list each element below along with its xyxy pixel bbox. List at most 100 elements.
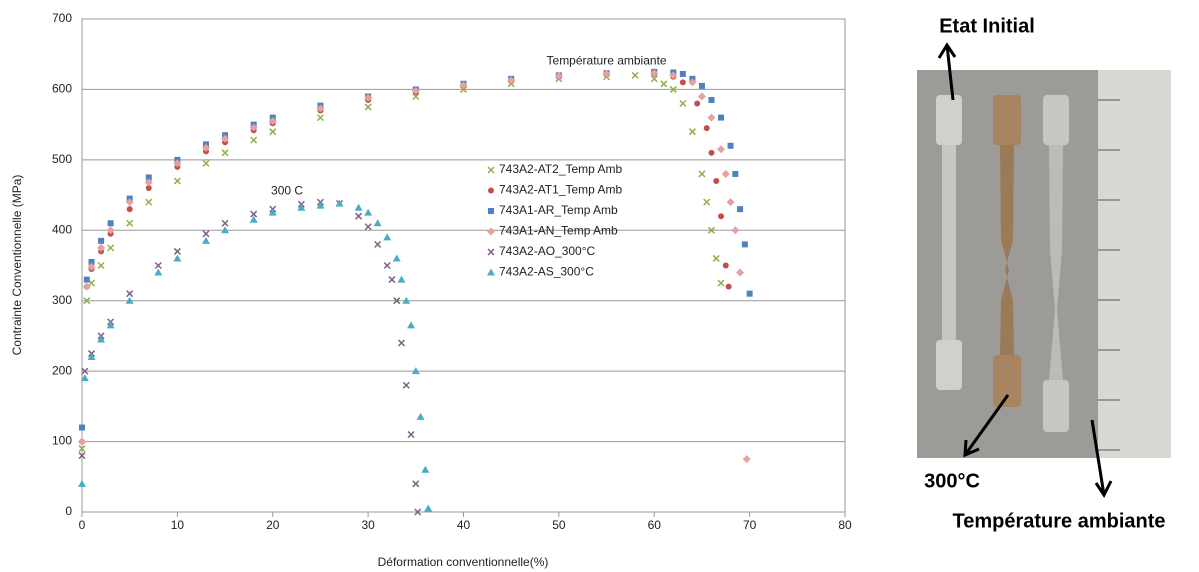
photo-label: Etat Initial <box>939 15 1035 37</box>
legend-label: 743A2-AS_300°C <box>499 265 594 279</box>
point <box>297 203 306 211</box>
point <box>631 71 639 79</box>
point <box>397 275 406 283</box>
point <box>316 114 324 122</box>
point <box>718 213 725 220</box>
point <box>98 237 105 244</box>
point <box>125 198 134 207</box>
y-tick-label: 200 <box>52 363 72 377</box>
legend-marker <box>487 268 495 276</box>
point <box>679 99 687 108</box>
point <box>707 113 716 122</box>
point <box>721 169 730 178</box>
x-tick-label: 10 <box>171 518 185 532</box>
point <box>393 297 401 305</box>
point <box>688 128 696 136</box>
point <box>221 226 230 234</box>
point <box>201 236 210 244</box>
point <box>106 321 115 329</box>
point <box>736 268 745 277</box>
point <box>707 226 716 234</box>
point <box>402 296 411 304</box>
y-axis-label: Contrainte Conventionnelle (MPa) <box>10 175 24 356</box>
point <box>154 268 163 276</box>
point <box>392 254 401 262</box>
point <box>78 437 86 446</box>
point <box>145 174 152 181</box>
legend-label: 743A2-AO_300°C <box>499 244 596 258</box>
point <box>411 86 420 95</box>
point <box>354 203 363 211</box>
point <box>741 241 748 248</box>
legend-marker <box>487 248 495 256</box>
point <box>407 430 415 439</box>
annotation: 300 C <box>271 184 303 198</box>
y-tick-label: 400 <box>52 222 72 236</box>
point <box>708 149 715 156</box>
point <box>107 244 115 252</box>
point <box>397 339 406 347</box>
y-tick-label: 0 <box>65 504 72 518</box>
y-tick-label: 600 <box>52 82 72 96</box>
y-tick-label: 300 <box>52 293 72 307</box>
point <box>708 96 715 103</box>
point <box>364 93 373 102</box>
point <box>97 261 105 270</box>
ruler-ticks <box>1098 99 1120 451</box>
point <box>717 279 725 287</box>
point <box>173 177 181 185</box>
point <box>688 78 697 87</box>
point <box>746 290 753 297</box>
point <box>87 262 96 271</box>
x-tick-label: 60 <box>648 518 662 532</box>
point <box>249 123 258 132</box>
point <box>373 219 382 227</box>
point <box>364 208 373 216</box>
point <box>697 92 706 101</box>
y-tick-label: 500 <box>52 152 72 166</box>
point <box>83 297 91 305</box>
x-tick-label: 70 <box>743 518 757 532</box>
x-tick-label: 50 <box>552 518 566 532</box>
point <box>698 82 705 89</box>
x-tick-label: 40 <box>457 518 471 532</box>
point <box>660 80 668 88</box>
point <box>694 100 701 107</box>
y-tick-label: 100 <box>52 434 72 448</box>
point <box>703 125 710 132</box>
point <box>712 254 720 262</box>
point <box>78 445 86 453</box>
point <box>202 230 210 238</box>
point <box>355 212 363 220</box>
point <box>126 206 133 213</box>
point <box>416 412 425 420</box>
point <box>126 219 134 227</box>
point <box>80 374 89 382</box>
point <box>679 79 686 86</box>
point <box>335 199 344 207</box>
annotation: Température ambiante <box>547 53 667 67</box>
ruler <box>1098 70 1171 458</box>
point <box>144 178 153 187</box>
point <box>125 296 134 304</box>
point <box>722 262 729 269</box>
arrows <box>937 42 1113 498</box>
point <box>221 134 230 143</box>
point <box>717 145 726 154</box>
point <box>269 128 277 136</box>
point <box>126 290 134 298</box>
point <box>412 480 420 488</box>
point <box>718 114 725 121</box>
point <box>268 208 277 216</box>
point <box>698 170 706 178</box>
point <box>201 143 210 152</box>
point <box>414 508 422 516</box>
point <box>650 69 659 78</box>
x-tick-label: 30 <box>361 518 375 532</box>
point <box>106 226 115 235</box>
point <box>421 465 430 473</box>
point <box>713 177 720 184</box>
point <box>424 504 433 512</box>
point <box>173 247 181 255</box>
point <box>507 76 516 85</box>
